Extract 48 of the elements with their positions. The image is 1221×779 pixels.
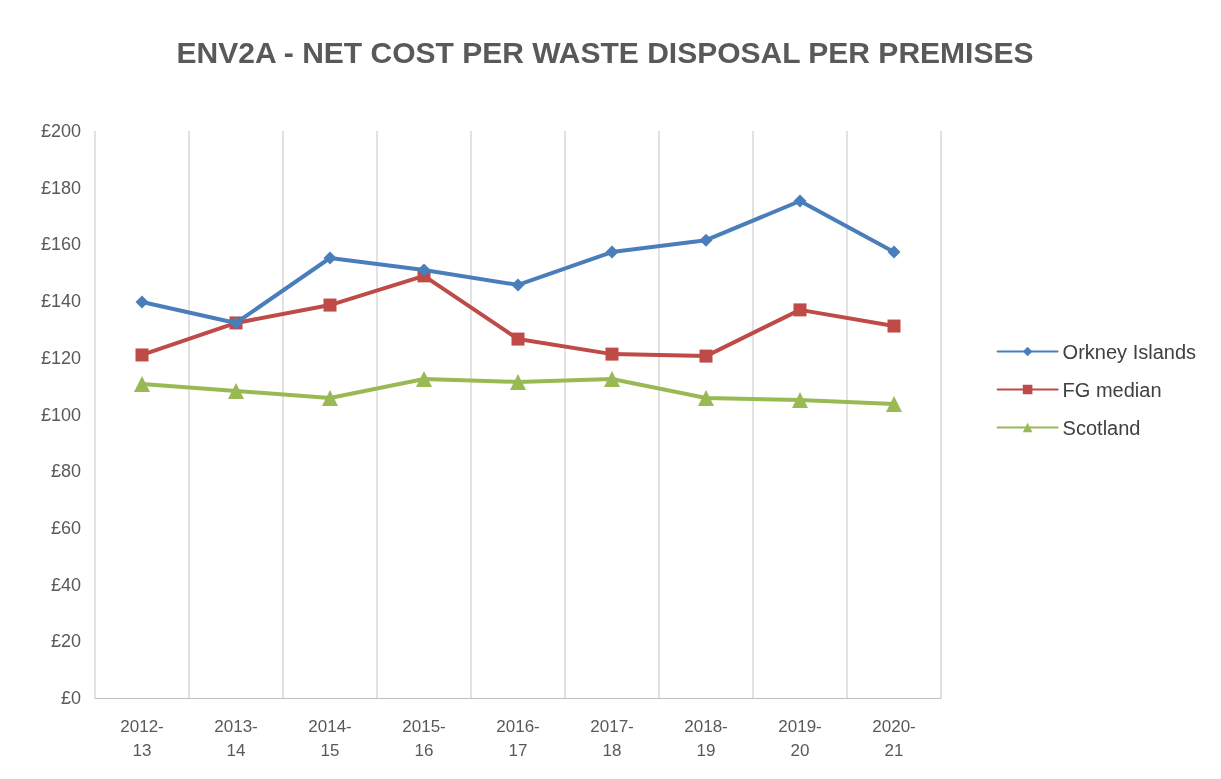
y-tick-label: £140 (40, 291, 81, 312)
y-tick-label: £80 (50, 461, 81, 482)
x-tick-label: 2014-15 (308, 716, 352, 760)
point (511, 332, 525, 346)
point (699, 349, 713, 363)
x-tick-label: 2019-20 (778, 716, 822, 760)
point (322, 390, 338, 407)
x-tick-label: 2016-17 (496, 716, 540, 760)
chart-title: ENV2A - NET COST PER WASTE DISPOSAL PER PREMISES (176, 35, 1034, 69)
point (793, 194, 807, 208)
point (793, 303, 807, 317)
y-tick-label: £60 (50, 517, 81, 538)
point (887, 319, 901, 333)
y-tick-label: £160 (40, 234, 81, 255)
x-tick-label: 2012-13 (120, 716, 164, 760)
y-tick-label: £200 (40, 121, 81, 141)
x-tick-label: 2018-19 (684, 716, 728, 760)
point (417, 263, 431, 277)
point (698, 390, 714, 407)
point (604, 371, 620, 388)
point (605, 245, 619, 259)
point (699, 233, 713, 247)
point (135, 348, 149, 362)
point (228, 382, 244, 399)
x-tick-label: 2017-18 (590, 716, 634, 760)
y-tick-label: £20 (50, 631, 81, 652)
x-tick-label: 2020-21 (872, 716, 916, 760)
legend-label: Orkney Islands (1062, 340, 1196, 363)
point (135, 295, 149, 309)
point (886, 396, 902, 413)
x-tick-label: 2015-16 (402, 716, 446, 760)
legend-label: Scotland (1062, 416, 1141, 439)
y-tick-label: £100 (40, 404, 81, 425)
point (323, 298, 337, 312)
y-tick-label: £0 (60, 688, 81, 708)
point (510, 373, 526, 390)
y-tick-label: £120 (40, 347, 81, 368)
point (134, 375, 150, 392)
y-tick-label: £180 (40, 177, 81, 198)
point (605, 347, 619, 361)
point (323, 251, 337, 265)
x-tick-label: 2013-14 (214, 716, 258, 760)
point (792, 392, 808, 409)
legend-label: FG median (1062, 378, 1162, 401)
point (511, 278, 525, 292)
point (887, 245, 901, 259)
y-tick-label: £40 (50, 574, 81, 595)
point (416, 371, 432, 388)
